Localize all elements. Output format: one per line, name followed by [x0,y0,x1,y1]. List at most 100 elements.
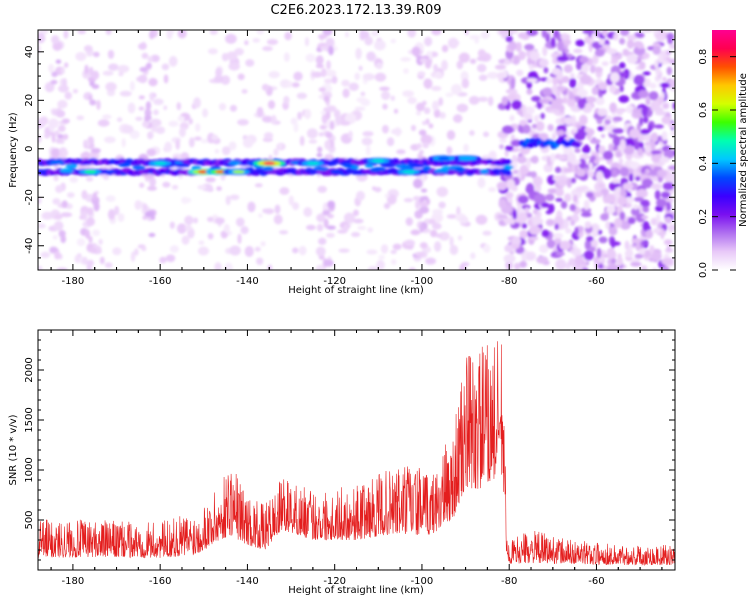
heatmap-cell [197,184,207,190]
heatmap-cell [53,175,59,182]
heatmap-cell [356,97,367,103]
heatmap-cell [655,67,661,76]
heatmap-cell [168,120,179,127]
heatmap-cell [359,30,365,41]
heatmap-cell [556,71,564,81]
heatmap-cell [581,267,589,270]
heatmap-cell [598,236,608,244]
heatmap-cell [319,124,327,130]
heatmap-cell [418,129,427,136]
heatmap-cell [355,190,366,201]
heatmap-cell [459,263,466,270]
heatmap-cell [181,235,190,245]
heatmap-cell [121,138,126,148]
heatmap-cell [647,123,653,132]
y-tick-label: 40 [24,45,35,58]
heatmap-cell [607,249,617,260]
y-tick-label: 0 [24,146,35,152]
heatmap-cell [354,106,366,111]
heatmap-cell [652,267,657,270]
heatmap-cell [549,109,561,114]
heatmap-cell [597,263,604,270]
heatmap-cell [69,176,79,183]
heatmap-cell [297,111,303,121]
heatmap-cell [652,227,662,234]
heatmap-cell [584,239,592,251]
heatmap-cell [540,112,545,120]
heatmap-cell [616,151,622,158]
heatmap-cell [361,137,373,146]
heatmap-cell [117,65,130,73]
heatmap-cell [638,61,646,70]
heatmap-cell [402,90,415,98]
heatmap-cell [271,114,277,125]
heatmap-cell [318,237,327,245]
heatmap-cell [536,114,542,119]
heatmap-cell [421,120,428,126]
heatmap-cell [72,89,79,94]
heatmap-cell [589,138,601,144]
heatmap-cell [184,224,193,232]
heatmap-cell [138,74,148,84]
heatmap-cell [524,207,530,214]
heatmap-cell [459,156,472,161]
heatmap-cell [639,141,644,149]
heatmap-cell [546,156,551,166]
heatmap-cell [629,161,640,170]
heatmap-cell [511,161,517,167]
heatmap-cell [579,55,589,64]
heatmap-cell [603,193,616,204]
heatmap-cell [662,102,670,110]
heatmap-cell [179,127,186,138]
x-tick-label: -100 [411,276,434,287]
heatmap-cell [379,86,390,91]
heatmap-cell [284,31,292,41]
heatmap-cell [582,262,588,268]
heatmap-cell [597,183,605,188]
heatmap-cell [122,124,134,134]
heatmap-cell [601,30,608,37]
heatmap-cell [654,59,659,69]
heatmap-cell [380,244,389,254]
heatmap-cell [51,71,58,78]
heatmap-cell [407,30,417,38]
heatmap-cell [55,185,64,193]
heatmap-cell [423,107,431,115]
heatmap-cell [242,137,254,149]
heatmap-cell [592,53,599,65]
colorbar-tick-label: 0.8 [698,49,709,65]
heatmap-cell [438,97,444,106]
heatmap-cell [144,114,152,121]
heatmap-cell [545,218,555,227]
heatmap-cell [566,177,573,189]
heatmap-cell [214,217,225,225]
heatmap-cell [517,212,528,223]
heatmap-cell [224,262,233,270]
heatmap-cell [154,161,167,165]
heatmap-cell [664,216,673,224]
heatmap-cell [477,96,489,102]
heatmap-cell [529,50,540,61]
heatmap-cell [414,251,425,257]
heatmap-cell [40,251,51,258]
heatmap-cell [555,197,563,202]
x-tick-label: -60 [588,276,604,287]
heatmap-cell [458,52,470,63]
heatmap-cell [619,211,626,221]
heatmap-cell [41,211,54,220]
heatmap-cell [114,205,120,216]
heatmap-cell [60,66,65,75]
heatmap-cell [339,121,351,126]
heatmap-cell [518,50,526,61]
heatmap-cell [175,138,181,150]
colorbar-ticks: 0.0 0.2 0.4 0.6 0.8 [698,49,736,278]
heatmap-cell [116,117,123,123]
heatmap-cell [499,144,504,150]
heatmap-cell [344,31,349,38]
heatmap-cell [588,41,593,53]
heatmap-cell [670,131,675,136]
heatmap-cell [254,246,261,252]
heatmap-cell [503,254,516,264]
heatmap-cell [193,97,201,109]
heatmap-cell [326,232,335,238]
